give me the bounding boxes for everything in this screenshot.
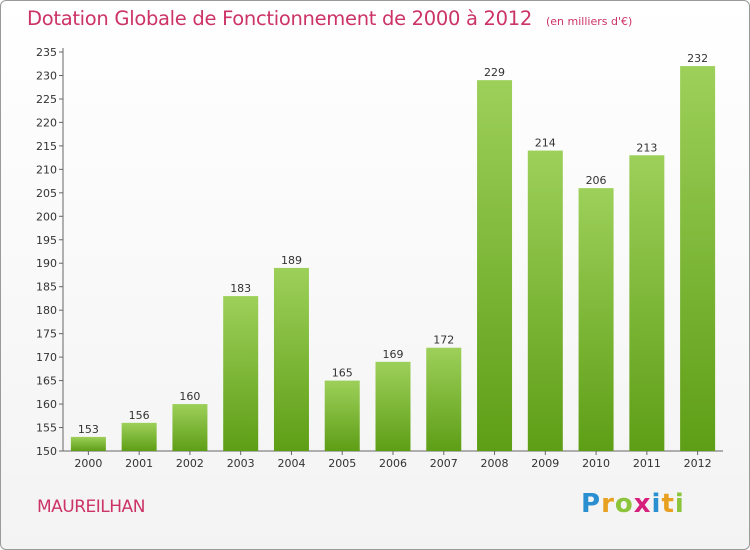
bar [527,150,563,451]
logo-letter: t [661,489,675,519]
bar-value-label: 169 [383,348,404,361]
bar [324,380,360,451]
bar-value-label: 189 [281,254,302,267]
chart-title: Dotation Globale de Fonctionnement de 20… [27,7,632,30]
bar-value-label: 153 [78,423,99,436]
bar [629,155,665,452]
commune-name: MAUREILHAN [37,497,145,517]
x-tick-label: 2010 [582,457,610,470]
bar [426,347,462,451]
y-tick-label: 195 [36,234,57,247]
bar-value-label: 206 [586,174,607,187]
y-tick-label: 210 [36,163,57,176]
bar-value-label: 160 [179,390,200,403]
x-tick-label: 2008 [481,457,509,470]
bar-value-label: 214 [535,137,556,150]
x-tick-label: 2005 [328,457,356,470]
bar [477,80,513,451]
bar [578,188,614,452]
logo-letter: o [614,489,634,519]
x-tick-label: 2002 [176,457,204,470]
bar-value-label: 213 [636,141,657,154]
bar-value-label: 232 [687,52,708,65]
bar [172,404,208,451]
bar-value-label: 165 [332,367,353,380]
y-tick-label: 220 [36,116,57,129]
x-tick-label: 2012 [684,457,712,470]
x-tick-label: 2009 [531,457,559,470]
y-tick-label: 185 [36,281,57,294]
bar [375,361,411,451]
logo-letter: P [581,489,602,519]
y-tick-label: 230 [36,69,57,82]
bar [273,267,309,451]
y-tick-label: 225 [36,93,57,106]
y-tick-label: 175 [36,328,57,341]
proxiti-logo: Proxiti [581,489,685,519]
bar-value-label: 183 [230,282,251,295]
x-tick-label: 2001 [125,457,153,470]
y-tick-label: 180 [36,304,57,317]
logo-letter: i [674,489,685,519]
logo-letter: i [651,489,662,519]
x-tick-label: 2004 [277,457,305,470]
chart-bars [70,66,716,452]
y-tick-label: 155 [36,422,57,435]
x-tick-label: 2003 [227,457,255,470]
bar-value-label: 156 [129,409,150,422]
x-tick-label: 2006 [379,457,407,470]
chart-subtitle: (en milliers d'€) [545,15,633,28]
bar [121,422,157,451]
bar [680,66,716,452]
chart-labels: 2000 153 2001 156 2002 160 2003 183 2004 189 2005 1… [74,52,711,470]
y-tick-label: 170 [36,351,57,364]
x-tick-label: 2007 [430,457,458,470]
y-tick-label: 205 [36,187,57,200]
logo-letter: r [601,489,615,519]
y-tick-label: 200 [36,210,57,223]
x-tick-label: 2000 [74,457,102,470]
logo-letter: x [633,489,652,519]
x-tick-label: 2011 [633,457,661,470]
chart-title-text: Dotation Globale de Fonctionnement de 20… [27,7,532,30]
y-tick-label: 235 [36,46,57,59]
bar-value-label: 172 [433,334,454,347]
bar [70,436,106,451]
y-tick-label: 190 [36,257,57,270]
y-tick-label: 150 [36,445,57,458]
y-tick-label: 165 [36,375,57,388]
bar [223,296,259,451]
bar-value-label: 229 [484,66,505,79]
y-tick-label: 160 [36,398,57,411]
y-tick-label: 215 [36,140,57,153]
